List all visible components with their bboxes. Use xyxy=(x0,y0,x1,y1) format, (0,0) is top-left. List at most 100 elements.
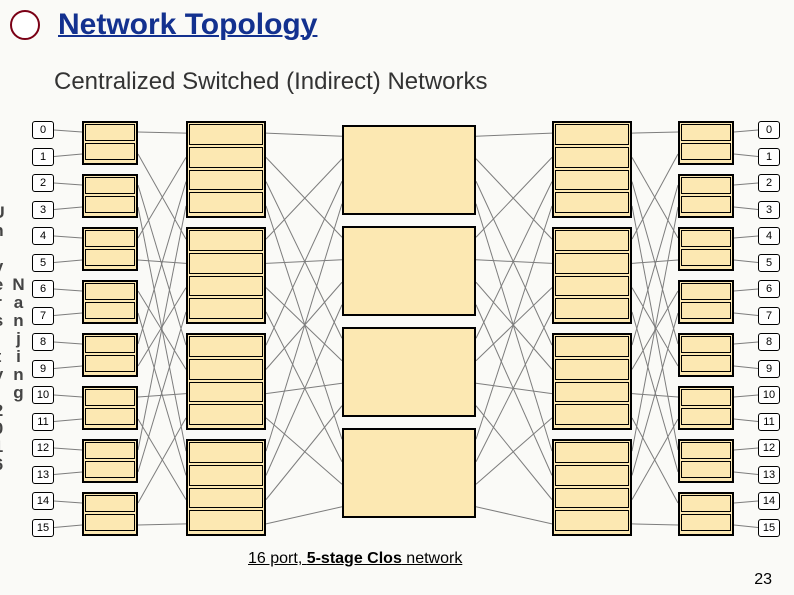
stage3-switch-2 xyxy=(342,327,476,417)
input-port-label-9: 9 xyxy=(32,360,54,378)
stage2-switch-2-cell xyxy=(189,404,263,425)
stage2-switch-2-cell xyxy=(189,382,263,403)
output-port-label-2: 2 xyxy=(758,174,780,192)
stage2-switch-3-cell xyxy=(189,488,263,509)
input-port-label-13: 13 xyxy=(32,466,54,484)
output-port-label-10: 10 xyxy=(758,386,780,404)
stage1-switch-7-cell xyxy=(85,514,135,531)
input-port-label-3: 3 xyxy=(32,201,54,219)
stage1-switch-4-cell xyxy=(85,336,135,353)
stage1-switch-1-cell xyxy=(85,196,135,213)
stage2-switch-0-cell xyxy=(189,170,263,191)
input-port-label-0: 0 xyxy=(32,121,54,139)
figure-caption: 16 port, 5-stage Clos network xyxy=(248,550,462,568)
stage4-switch-2-cell xyxy=(555,336,629,357)
stage4-switch-1-cell xyxy=(555,276,629,297)
output-port-label-6: 6 xyxy=(758,280,780,298)
page-number: 23 xyxy=(754,571,772,589)
stage1-switch-2-cell xyxy=(85,230,135,247)
stage5-switch-4-cell xyxy=(681,355,731,372)
stage1-switch-5-cell xyxy=(85,389,135,406)
stage5-switch-6-cell xyxy=(681,461,731,478)
stage5-switch-4-cell xyxy=(681,336,731,353)
stage5-switch-2-cell xyxy=(681,230,731,247)
input-port-label-5: 5 xyxy=(32,254,54,272)
stage2-switch-1-cell xyxy=(189,276,263,297)
stage5-switch-1-cell xyxy=(681,177,731,194)
output-port-label-12: 12 xyxy=(758,439,780,457)
input-port-label-8: 8 xyxy=(32,333,54,351)
stage2-switch-1-cell xyxy=(189,298,263,319)
stage4-switch-3-cell xyxy=(555,465,629,486)
stage4-switch-0-cell xyxy=(555,192,629,213)
stage4-switch-1-cell xyxy=(555,298,629,319)
stage2-switch-2-cell xyxy=(189,336,263,357)
page-title: Network Topology xyxy=(58,8,317,42)
input-port-label-2: 2 xyxy=(32,174,54,192)
stage4-switch-1-cell xyxy=(555,230,629,251)
input-port-label-1: 1 xyxy=(32,148,54,166)
output-port-label-7: 7 xyxy=(758,307,780,325)
stage5-switch-0-cell xyxy=(681,124,731,141)
stage5-switch-5-cell xyxy=(681,408,731,425)
stage4-switch-3-cell xyxy=(555,488,629,509)
stage2-switch-1-cell xyxy=(189,230,263,251)
input-port-label-4: 4 xyxy=(32,227,54,245)
output-port-label-3: 3 xyxy=(758,201,780,219)
stage1-switch-3-cell xyxy=(85,302,135,319)
input-port-label-10: 10 xyxy=(32,386,54,404)
output-port-label-1: 1 xyxy=(758,148,780,166)
stage3-switch-0 xyxy=(342,125,476,215)
output-port-label-15: 15 xyxy=(758,519,780,537)
stage5-switch-1-cell xyxy=(681,196,731,213)
stage1-switch-4-cell xyxy=(85,355,135,372)
output-port-label-8: 8 xyxy=(758,333,780,351)
stage5-switch-7-cell xyxy=(681,514,731,531)
caption-prefix: 16 port, xyxy=(248,550,307,567)
stage5-switch-6-cell xyxy=(681,442,731,459)
stage2-switch-0-cell xyxy=(189,124,263,145)
stage5-switch-7-cell xyxy=(681,495,731,512)
stage4-switch-0-cell xyxy=(555,147,629,168)
stage5-switch-2-cell xyxy=(681,249,731,266)
input-port-label-6: 6 xyxy=(32,280,54,298)
stage2-switch-3-cell xyxy=(189,442,263,463)
stage1-switch-5-cell xyxy=(85,408,135,425)
stage4-switch-2-cell xyxy=(555,382,629,403)
stage1-switch-0-cell xyxy=(85,124,135,141)
stage4-switch-0-cell xyxy=(555,170,629,191)
stage1-switch-6-cell xyxy=(85,442,135,459)
stage1-switch-7-cell xyxy=(85,495,135,512)
university-logo xyxy=(10,10,40,40)
stage1-switch-3-cell xyxy=(85,283,135,300)
stage2-switch-0-cell xyxy=(189,147,263,168)
output-port-label-11: 11 xyxy=(758,413,780,431)
caption-bold: 5-stage Clos xyxy=(307,550,402,567)
stage3-switch-3 xyxy=(342,428,476,518)
output-port-label-0: 0 xyxy=(758,121,780,139)
page-subtitle: Centralized Switched (Indirect) Networks xyxy=(54,68,488,96)
stage1-switch-0-cell xyxy=(85,143,135,160)
stage2-switch-2-cell xyxy=(189,359,263,380)
input-port-label-11: 11 xyxy=(32,413,54,431)
caption-suffix: network xyxy=(402,550,462,567)
stage4-switch-3-cell xyxy=(555,510,629,531)
stage5-switch-3-cell xyxy=(681,302,731,319)
input-port-label-15: 15 xyxy=(32,519,54,537)
stage1-switch-6-cell xyxy=(85,461,135,478)
stage5-switch-0-cell xyxy=(681,143,731,160)
stage4-switch-0-cell xyxy=(555,124,629,145)
output-port-label-13: 13 xyxy=(758,466,780,484)
output-port-label-4: 4 xyxy=(758,227,780,245)
stage4-switch-2-cell xyxy=(555,404,629,425)
stage2-switch-0-cell xyxy=(189,192,263,213)
stage4-switch-3-cell xyxy=(555,442,629,463)
slide: Network Topology Centralized Switched (I… xyxy=(0,0,794,595)
stage1-switch-2-cell xyxy=(85,249,135,266)
output-port-label-9: 9 xyxy=(758,360,780,378)
stage2-switch-1-cell xyxy=(189,253,263,274)
input-port-label-14: 14 xyxy=(32,492,54,510)
input-port-label-7: 7 xyxy=(32,307,54,325)
stage4-switch-2-cell xyxy=(555,359,629,380)
stage2-switch-3-cell xyxy=(189,465,263,486)
